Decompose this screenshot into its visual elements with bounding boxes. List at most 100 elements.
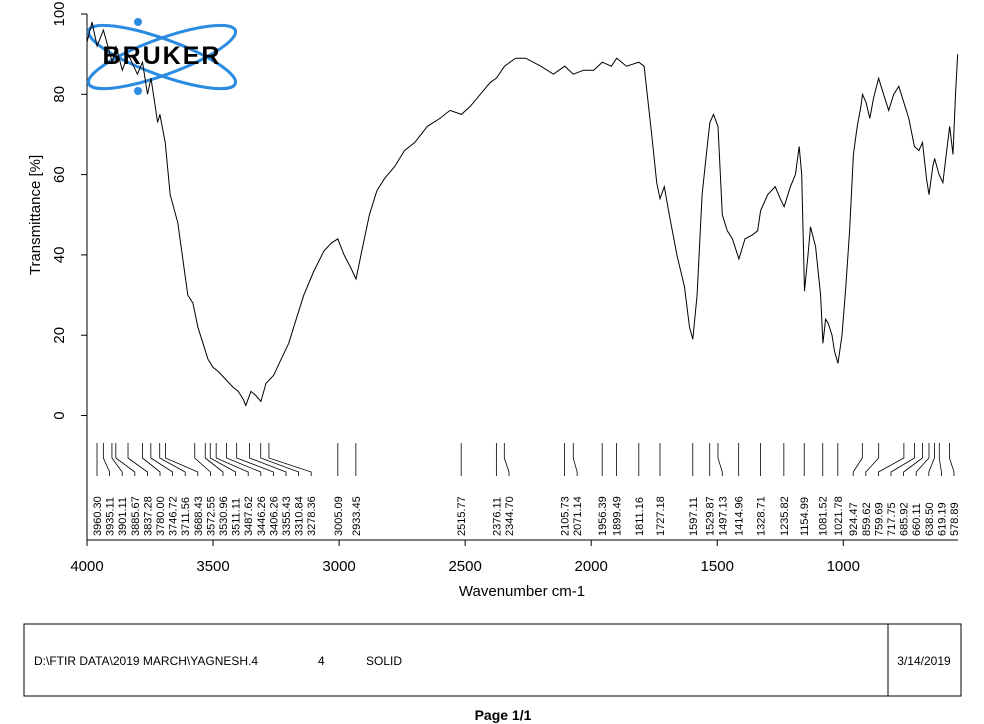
peak-label: 3780.00	[155, 496, 167, 536]
peak-label: 1597.11	[688, 497, 700, 536]
peak-label: 3406.26	[268, 496, 280, 536]
peak-label: 2515.77	[456, 496, 468, 536]
x-tick-label: 3000	[322, 558, 355, 575]
peak-label: 2344.70	[504, 496, 516, 536]
x-tick-label: 3500	[196, 558, 229, 575]
peak-label: 3310.84	[294, 496, 306, 536]
peak-marker	[717, 443, 723, 476]
logo-dot	[134, 18, 142, 26]
peak-label: 3837.28	[142, 496, 154, 536]
peak-label: 638.50	[924, 502, 936, 536]
peak-marker	[268, 443, 312, 476]
peak-label: 660.11	[911, 503, 923, 536]
footer-box	[23, 623, 962, 697]
x-tick-label: 1500	[701, 558, 734, 575]
peak-label: 1811.16	[634, 497, 646, 536]
peak-marker	[928, 443, 935, 476]
peak-label: 3746.72	[168, 496, 180, 536]
peak-label: 578.89	[949, 502, 961, 536]
peak-label: 1899.49	[612, 496, 624, 536]
peak-label: 1081.52	[818, 496, 830, 536]
logo: BRUKER	[86, 18, 238, 95]
logo-orbit	[86, 23, 238, 91]
peak-label: 619.19	[936, 502, 948, 536]
peak-marker	[102, 443, 111, 476]
peak-marker	[194, 443, 211, 476]
peak-marker	[142, 443, 161, 476]
x-tick-label: 1000	[827, 558, 860, 575]
peak-marker	[915, 443, 930, 476]
peak-marker	[572, 443, 578, 476]
peak-label: 2376.11	[491, 497, 503, 536]
peak-marker	[209, 443, 237, 476]
y-tick-label: 20	[51, 327, 68, 344]
peak-label: 3355.43	[281, 496, 293, 536]
peak-label: 3711.56	[180, 497, 192, 536]
peak-label: 3487.62	[243, 496, 255, 536]
peak-label: 1956.39	[597, 496, 609, 536]
peak-marker	[165, 443, 199, 476]
spectrum	[86, 21, 959, 407]
peak-marker	[159, 443, 186, 476]
y-tick-label: 0	[51, 411, 68, 419]
peak-label: 2933.45	[351, 496, 363, 536]
footer-sample: SOLID	[366, 654, 402, 668]
peak-label: 3960.30	[92, 496, 104, 536]
peak-label: 1414.96	[734, 496, 746, 536]
peak-label: 1727.18	[655, 496, 667, 536]
peak-marker	[111, 443, 123, 476]
footer-date: 3/14/2019	[897, 654, 951, 668]
peak-marker	[938, 443, 942, 476]
peak-marker	[215, 443, 249, 476]
peak-marker	[127, 443, 148, 476]
peak-label: 2105.73	[560, 496, 572, 536]
peak-label: 3278.36	[306, 496, 318, 536]
peak-label: 1328.71	[755, 496, 767, 536]
x-tick-label: 2500	[448, 558, 481, 575]
logo-text: BRUKER	[103, 42, 222, 70]
peak-marker	[865, 443, 880, 476]
peak-marker	[204, 443, 224, 476]
peak-label: 1529.87	[705, 496, 717, 536]
peak-marker	[503, 443, 510, 476]
y-tick-label: 60	[51, 166, 68, 183]
peak-label: 3511.11	[231, 498, 243, 536]
x-axis-label: Wavenumber cm-1	[459, 583, 585, 600]
peak-label: 3901.11	[117, 497, 129, 536]
page-number: Page 1/1	[475, 707, 532, 723]
peak-label: 1021.78	[833, 496, 845, 536]
peak-label: 1154.99	[799, 497, 811, 536]
peak-label: 717.75	[886, 502, 898, 536]
peak-label: 924.47	[848, 502, 860, 536]
footer-file: D:\FTIR DATA\2019 MARCH\YAGNESH.4	[34, 654, 258, 668]
footer-number: 4	[318, 654, 325, 668]
peak-label: 3935.11	[105, 497, 117, 536]
peak-marker	[226, 443, 262, 476]
logo-orbit	[86, 23, 238, 91]
peak-marker	[249, 443, 287, 476]
peak-label: 759.69	[873, 502, 885, 536]
peak-marker	[878, 443, 905, 476]
peak-marker	[150, 443, 174, 476]
x-tick-label: 4000	[70, 558, 103, 575]
y-axis-label: Transmittance [%]	[27, 155, 44, 275]
peak-label: 2071.14	[572, 496, 584, 536]
peak-label: 1235.82	[779, 496, 791, 536]
peak-label: 3688.43	[193, 496, 205, 536]
peak-label: 685.92	[899, 502, 911, 536]
peak-label: 3530.96	[218, 496, 230, 536]
peak-marker	[949, 443, 955, 476]
peak-marker	[852, 443, 863, 476]
x-tick-label: 2000	[575, 558, 608, 575]
logo-dot	[134, 87, 142, 95]
peak-label: 3885.67	[130, 496, 142, 536]
y-tick-label: 80	[51, 86, 68, 103]
peak-marker	[903, 443, 923, 476]
y-tick-label: 100	[51, 1, 68, 26]
peak-marker	[115, 443, 136, 476]
peak-label: 3446.26	[256, 496, 268, 536]
peak-label: 3005.09	[333, 496, 345, 536]
y-tick-label: 40	[51, 247, 68, 264]
peak-marker	[890, 443, 915, 476]
